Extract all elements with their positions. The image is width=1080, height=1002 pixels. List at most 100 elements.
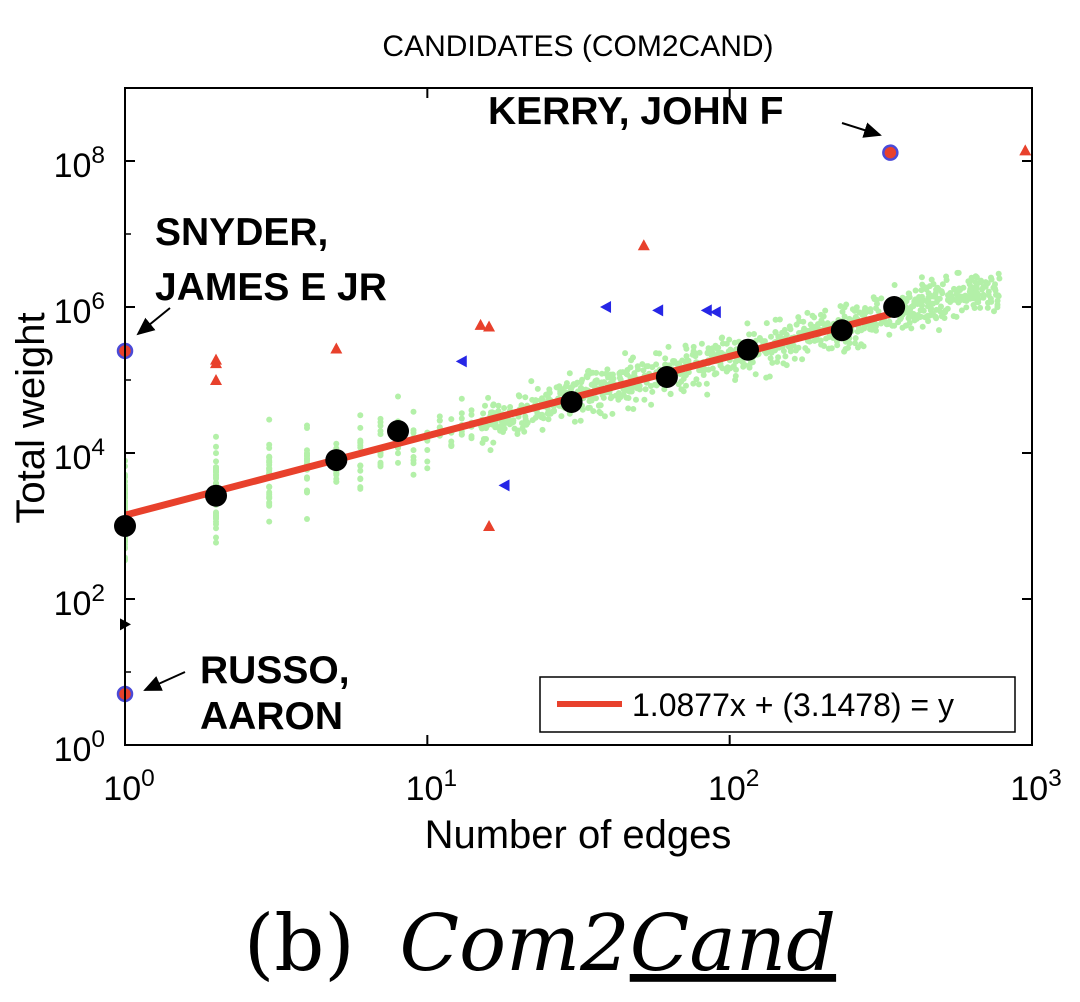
cloud-point <box>596 402 603 409</box>
cloud-point <box>928 276 935 283</box>
cloud-point <box>495 402 502 409</box>
cloud-point <box>802 345 809 352</box>
cloud-point <box>495 408 502 414</box>
cloud-point <box>938 313 945 320</box>
cloud-point <box>746 364 753 371</box>
caption-name-part2: Cand <box>630 899 836 989</box>
annotation-arrow <box>136 307 171 336</box>
median-point <box>655 365 678 388</box>
tick-label: 102 <box>708 765 759 808</box>
cloud-point <box>944 305 951 312</box>
cloud-point <box>772 329 779 336</box>
cloud-point <box>468 435 475 442</box>
cloud-point <box>763 350 770 357</box>
cloud-point <box>522 413 529 420</box>
cloud-point <box>410 447 417 454</box>
cloud-point <box>703 380 710 387</box>
cloud-point <box>980 294 987 301</box>
cloud-point <box>653 361 660 368</box>
median-point <box>205 484 228 507</box>
cloud-point <box>700 372 707 378</box>
cloud-point <box>410 408 417 415</box>
cloud-point <box>683 345 690 352</box>
cloud-point <box>861 325 868 332</box>
cloud-point <box>511 425 518 432</box>
cloud-point <box>956 285 963 292</box>
cloud-point <box>333 470 340 477</box>
cloud-point <box>993 291 999 298</box>
red-triangle-marker <box>330 342 343 354</box>
cloud-point <box>395 459 401 466</box>
annotations: KERRY, JOHN F SNYDER, JAMES E JR RUSSO,AARO… <box>136 90 882 738</box>
cloud-point <box>943 277 950 283</box>
cloud-point <box>918 274 925 281</box>
tick-label: 108 <box>54 142 105 185</box>
cloud-point <box>905 315 912 322</box>
cloud-point <box>490 402 497 409</box>
cloud-point <box>333 476 340 482</box>
tick-label: 104 <box>54 434 105 477</box>
cloud-point <box>482 402 488 409</box>
cloud-point <box>878 295 885 302</box>
cloud-point <box>955 299 962 306</box>
cloud-point <box>768 333 774 340</box>
cloud-point <box>628 357 635 364</box>
cloud-point <box>987 295 994 302</box>
red-triangle-marker <box>1019 144 1032 156</box>
cloud-point <box>690 348 697 355</box>
cloud-point <box>424 447 431 453</box>
cloud-point <box>994 301 1001 308</box>
cloud-point <box>357 412 364 419</box>
cloud-point <box>570 382 577 389</box>
cloud-point <box>991 308 997 315</box>
cloud-point <box>458 410 465 417</box>
blue-triangle-marker <box>498 479 510 492</box>
cloud-point <box>938 303 944 310</box>
red-triangle-marker <box>474 318 487 330</box>
cloud-point <box>601 413 608 420</box>
cloud-point <box>395 393 401 400</box>
caption-name-part1: Com2 <box>400 899 630 989</box>
legend: 1.0877x + (3.1478) = y <box>539 676 1016 733</box>
cloud-point <box>436 417 443 424</box>
fit-line-group <box>124 309 896 519</box>
cloud-point <box>485 394 492 401</box>
cloud-point <box>904 310 911 316</box>
cloud-point <box>733 366 739 373</box>
cloud-point <box>804 309 811 316</box>
tick-label: 102 <box>54 580 105 623</box>
cloud-point <box>624 371 631 378</box>
cloud-point <box>266 445 273 451</box>
cloud-point <box>931 293 938 300</box>
cloud-point <box>692 353 699 360</box>
cloud-point <box>709 365 716 372</box>
cloud-point <box>933 299 940 306</box>
cloud-point <box>213 525 219 532</box>
cloud-point <box>779 329 786 336</box>
cloud-point <box>774 358 781 365</box>
cloud-point <box>506 421 513 428</box>
cloud-point <box>925 290 932 297</box>
cloud-point <box>783 362 790 369</box>
cloud-point <box>266 518 273 525</box>
annotation-label: JAMES E JR <box>155 266 387 309</box>
cloud-point <box>529 417 536 424</box>
cloud-point <box>719 365 726 372</box>
cloud-point <box>891 322 898 329</box>
blue-triangle-marker <box>709 306 721 319</box>
cloud-point <box>683 382 689 389</box>
chart-title: CANDIDATES (COM2CAND) <box>382 30 773 63</box>
cloud-point <box>480 410 487 417</box>
cloud-point <box>843 301 850 308</box>
cloud-point <box>592 378 599 384</box>
cloud-point <box>424 465 431 472</box>
tick-label: 100 <box>54 726 105 769</box>
cloud-point <box>913 298 920 304</box>
cloud-point <box>357 462 364 469</box>
cloud-point <box>635 366 641 373</box>
cloud-point <box>902 322 909 329</box>
cloud-point <box>701 366 708 372</box>
cloud-point <box>939 281 946 288</box>
cloud-point <box>704 391 711 398</box>
cloud-point <box>357 485 364 492</box>
